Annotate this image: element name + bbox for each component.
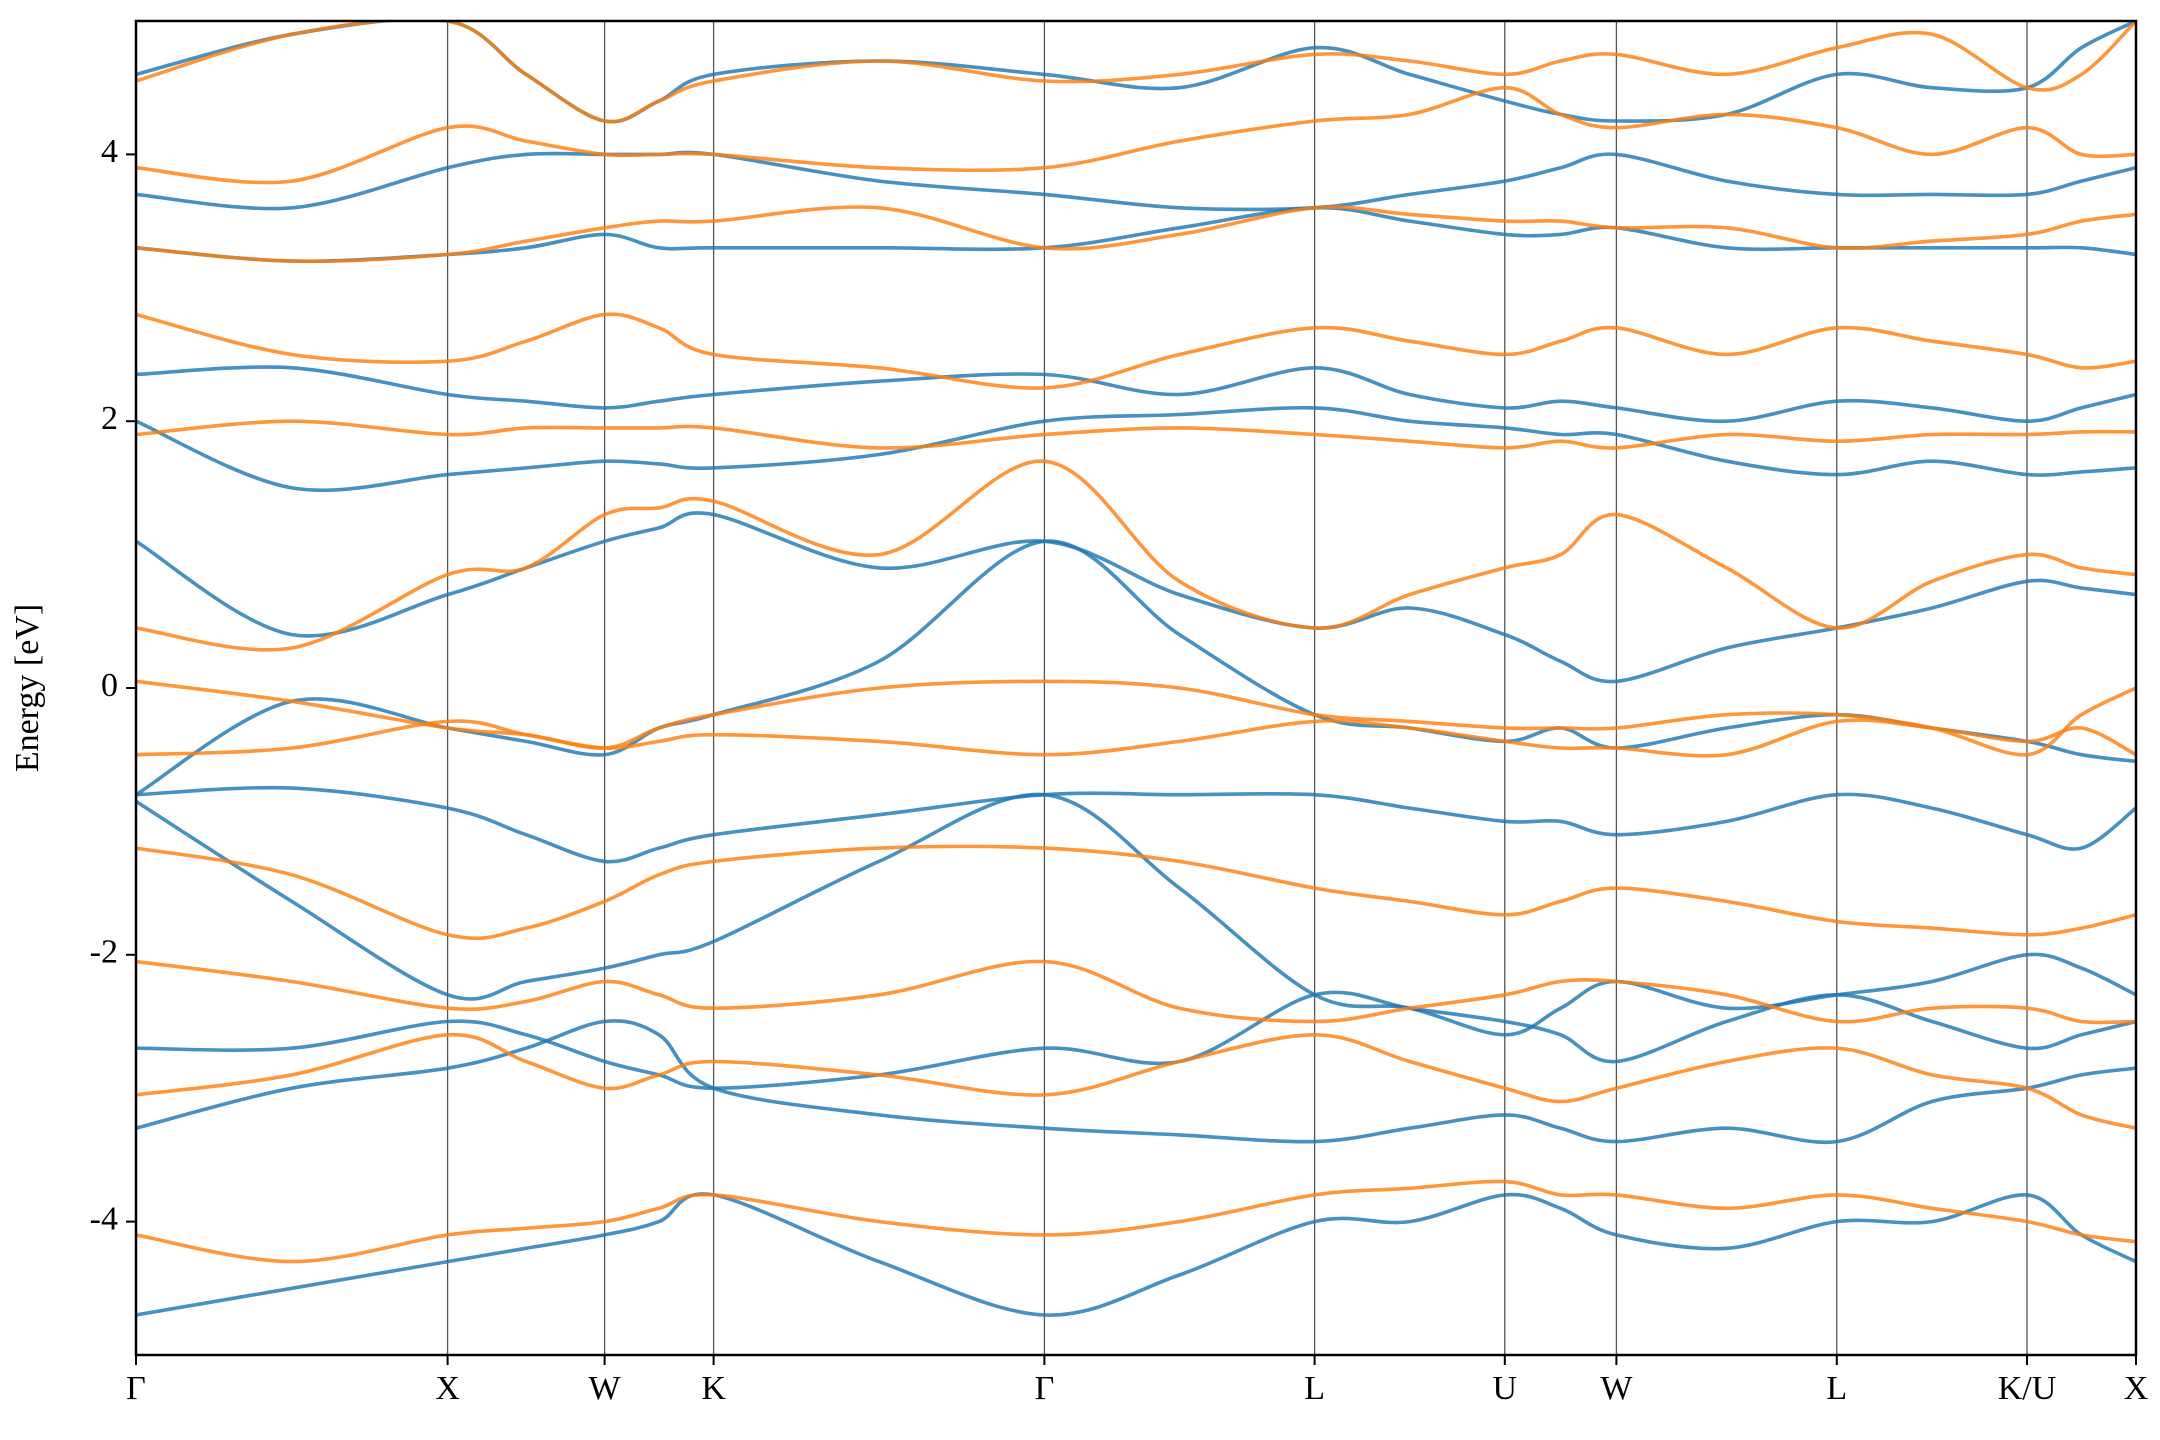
- band-line: [136, 205, 2136, 264]
- band-line: [136, 312, 2136, 390]
- band-line: [136, 785, 2136, 864]
- band-line: [136, 21, 2136, 124]
- x-tick-label: X: [2124, 1370, 2149, 1407]
- band-line: [136, 679, 2136, 757]
- band-line: [136, 844, 2136, 941]
- x-tick-label: Γ: [126, 1370, 146, 1407]
- x-tick-label: L: [1826, 1370, 1847, 1407]
- y-tick-label: 4: [101, 133, 118, 170]
- x-tick-label: W: [589, 1370, 622, 1407]
- x-tick-label: X: [435, 1370, 460, 1407]
- y-tick-label: -2: [90, 934, 118, 971]
- band-line: [136, 990, 2136, 1090]
- band-line: [136, 365, 2136, 424]
- band-line: [136, 1192, 2136, 1317]
- bands: [136, 21, 2136, 1317]
- band-line: [136, 85, 2136, 185]
- y-tick-label: 0: [101, 667, 118, 704]
- y-tick-label: 2: [101, 400, 118, 437]
- band-line: [136, 405, 2136, 492]
- x-tick-label: Γ: [1035, 1370, 1055, 1407]
- grid: [135, 21, 2137, 1355]
- band-line: [136, 205, 2136, 264]
- band-line: [136, 459, 2136, 652]
- band-line: [136, 1032, 2136, 1130]
- x-tick-label: K/U: [1998, 1370, 2057, 1407]
- x-tick-label: L: [1304, 1370, 1325, 1407]
- band-line: [136, 419, 2136, 450]
- y-axis-label: Energy [eV]: [9, 604, 46, 772]
- band-line: [136, 1179, 2136, 1264]
- y-tick-label: -4: [90, 1200, 118, 1237]
- band-line: [136, 792, 2136, 1037]
- band-line: [136, 1019, 2136, 1145]
- ticks: -4 -2 0 2 4 Γ X W K Γ L U W L K/U X: [90, 133, 2149, 1407]
- x-tick-label: U: [1493, 1370, 1518, 1407]
- band-line: [136, 959, 2136, 1025]
- band-line: [136, 21, 2136, 124]
- x-tick-label: W: [1600, 1370, 1633, 1407]
- x-tick-label: K: [701, 1370, 726, 1407]
- band-line: [136, 150, 2136, 212]
- plot-frame: [134, 19, 2138, 1357]
